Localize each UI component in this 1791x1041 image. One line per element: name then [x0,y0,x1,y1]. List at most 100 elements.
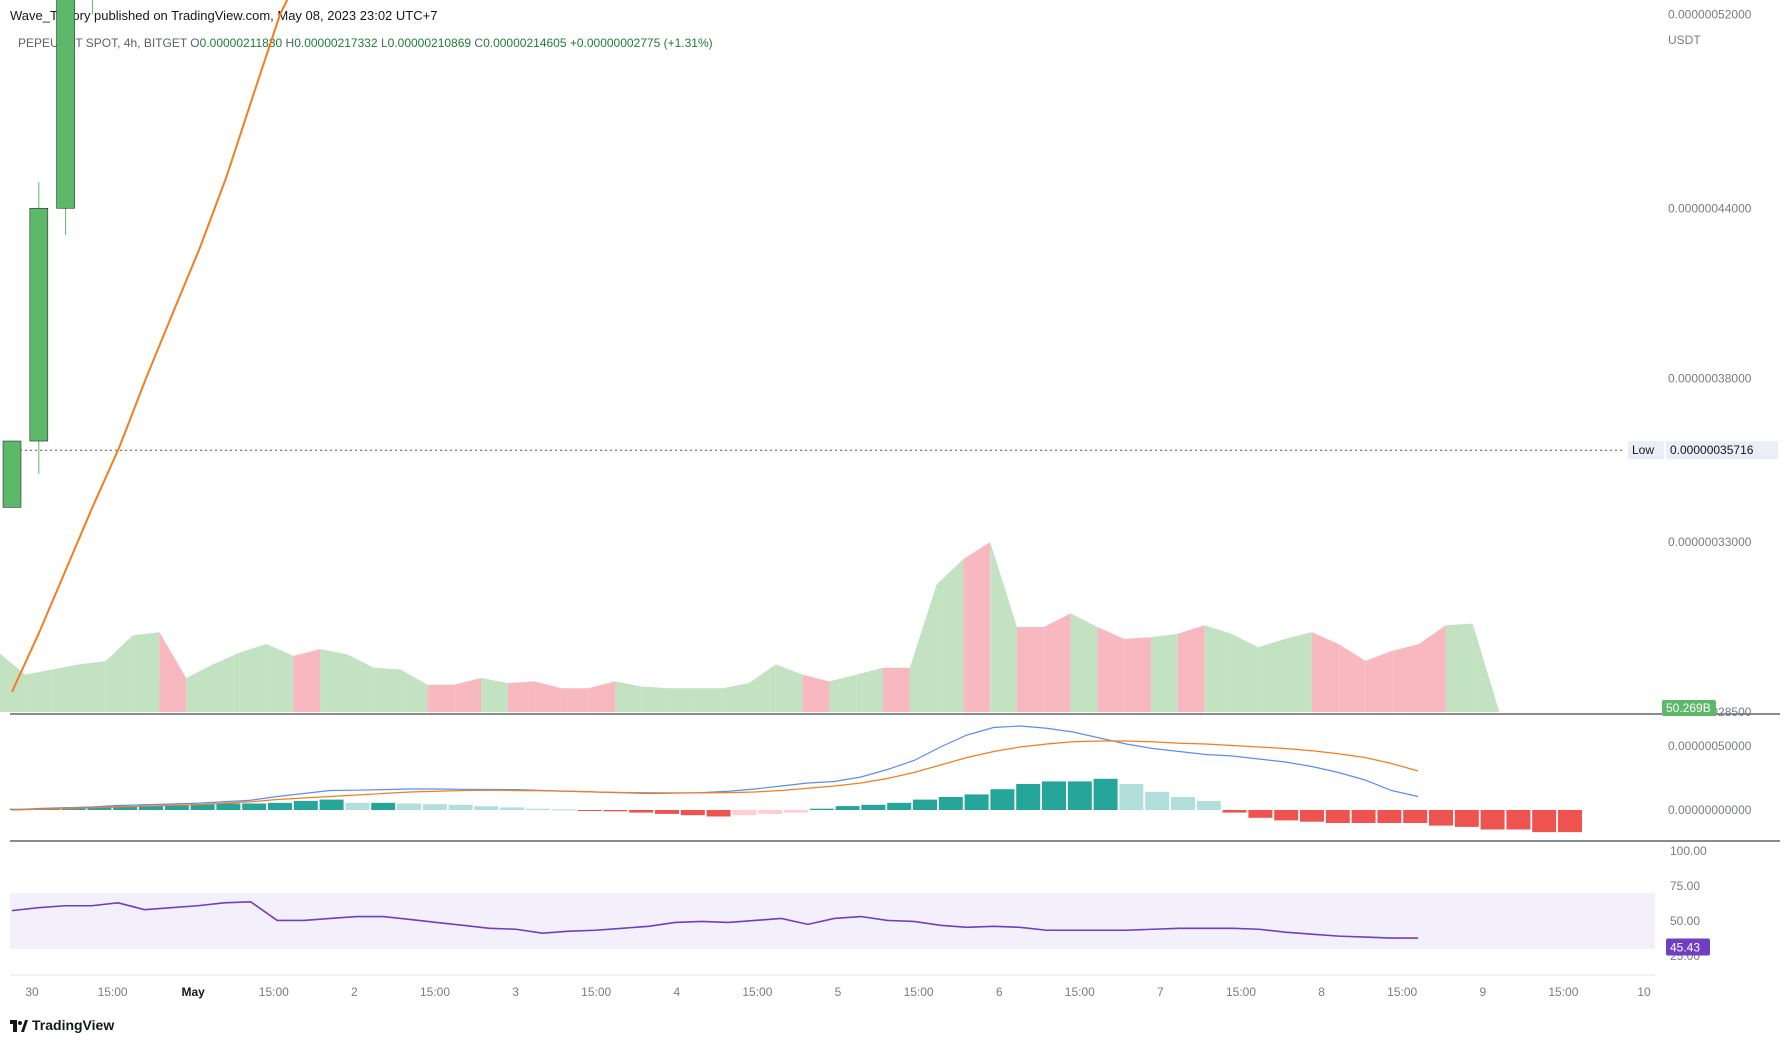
macd-histogram-bar [1429,810,1453,826]
macd-histogram-bar [371,802,396,810]
low-value: 0.00000035716 [1670,443,1754,457]
volume-bar [1472,623,1500,712]
macd-histogram-bar [139,805,163,810]
macd-histogram-bar [1377,810,1402,823]
volume-bar [1017,627,1044,712]
macd-histogram-bar [551,809,576,811]
volume-bar [561,688,589,712]
volume-bar [722,683,749,712]
volume-bar [427,684,455,712]
macd-histogram-bar [1300,810,1324,822]
candle-body [56,0,75,209]
macd-histogram-bar [964,794,989,810]
macd-histogram-bar [784,810,808,813]
volume-bar [454,678,481,712]
time-tick: 15:00 [1065,985,1095,999]
volume-bar [1204,625,1232,712]
time-tick: 15:00 [1226,985,1256,999]
time-tick: 7 [1157,985,1164,999]
volume-bar [52,664,79,712]
volume-bar [695,688,723,712]
rsi-band [10,893,1655,949]
volume-bar [1097,627,1125,712]
macd-histogram-bar [1067,781,1092,810]
macd-histogram-bar [913,799,937,810]
volume-bar [213,652,240,712]
time-tick: 5 [835,985,842,999]
macd-histogram-bar [706,810,731,817]
low-value-bg [1666,441,1778,460]
macd-histogram-bar [422,804,447,810]
volume-bar [1338,644,1366,712]
volume-bar [25,669,53,712]
volume-bar [1285,632,1312,712]
volume-bar [1177,625,1205,712]
macd-histogram-bar [1222,810,1247,813]
time-tick: 4 [673,985,680,999]
macd-histogram-bar [1016,784,1041,810]
tradingview-brand[interactable]: TradingView [10,1017,114,1033]
time-tick: 15:00 [259,985,289,999]
macd-histogram-bar [732,810,757,816]
volume-bar [1445,623,1473,712]
volume-bar [588,681,615,712]
macd-histogram-bar [1558,810,1582,833]
volume-bar [1311,632,1339,712]
time-tick: 15:00 [581,985,611,999]
volume-bar [239,644,267,712]
volume-bar [963,542,991,712]
signal-line [11,740,1419,811]
volume-bar [641,686,669,712]
macd-histogram-bar [190,804,215,810]
candle [56,0,75,235]
volume-bar [668,688,696,712]
macd-histogram-bar [164,804,189,810]
volume-bar [293,649,321,712]
macd-histogram-bar [113,806,138,810]
volume-bar [1124,637,1151,712]
time-tick: 9 [1479,985,1486,999]
volume-bar [1365,650,1393,712]
macd-histogram-bar [268,802,292,810]
macd-histogram-bar [990,789,1015,810]
time-tick: 3 [512,985,519,999]
volume-bar [1392,644,1419,712]
macd-tick: 0.00000050000 [1668,739,1752,753]
ema-line [11,0,289,693]
candle-body [2,440,22,508]
macd-histogram-bar [345,802,370,810]
price-tick: 0.00000052000 [1668,8,1752,22]
volume-bar [1151,633,1178,712]
macd-histogram-bar [216,803,241,810]
macd-histogram-bar [1403,810,1428,823]
macd-histogram-bar [1171,797,1195,810]
volume-bar [802,674,830,712]
macd-histogram-bar [1454,810,1479,827]
volume-tag: 50.269B [1666,701,1711,715]
macd-histogram-bar [87,806,112,810]
macd-histogram-bar [293,800,318,810]
time-tick: 30 [25,985,39,999]
macd-histogram-bar [1325,810,1350,823]
brand-name: TradingView [32,1017,115,1033]
volume-bar [615,681,642,712]
macd-histogram-bar [1351,810,1376,823]
time-tick: 2 [351,985,358,999]
macd-histogram-bar [1042,781,1066,810]
macd-histogram-bar [577,810,602,811]
high-value: 0.00000217332 [294,36,378,50]
macd-histogram-bar [500,807,525,810]
low-tag-label: Low [1632,443,1654,457]
macd-histogram-bar [1093,778,1118,810]
volume-bar [373,667,401,712]
open-value: 0.00000211830 [199,36,283,50]
macd-histogram-bar [680,810,705,816]
macd-histogram-bar [629,810,654,813]
macd-line [11,725,1419,811]
volume-bar [1258,638,1285,712]
macd-histogram-bar [938,797,963,810]
time-tick: 10 [1637,985,1651,999]
volume-bar [481,678,508,712]
